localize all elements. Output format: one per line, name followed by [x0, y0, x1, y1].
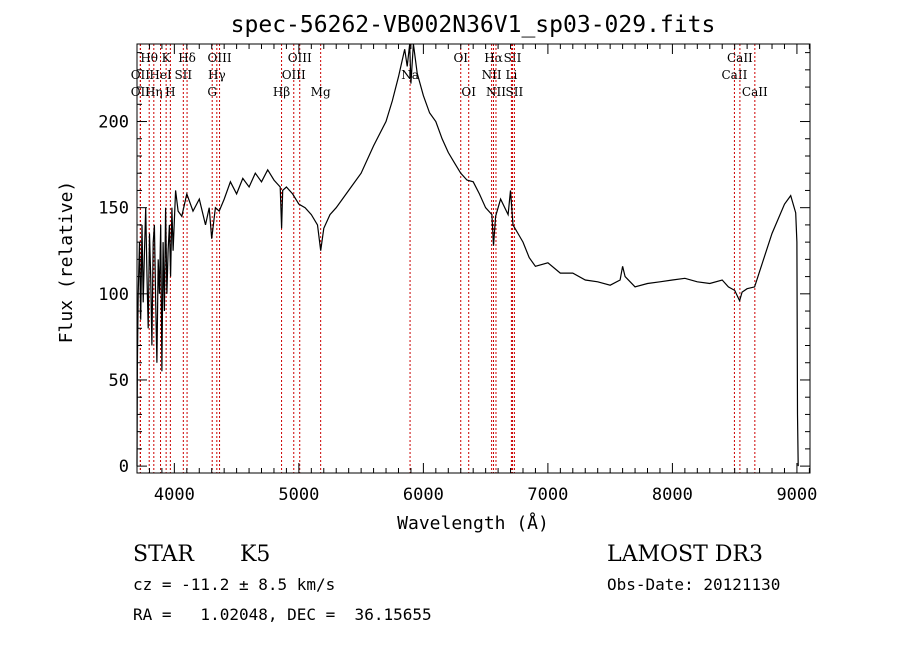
spectral-line-label: OIII [208, 51, 232, 65]
survey-name: LAMOST DR3 [607, 542, 763, 567]
y-tick-label: 100 [98, 285, 129, 305]
x-axis-label: Wavelength (Å) [397, 512, 549, 534]
y-tick-label: 0 [119, 457, 129, 477]
spectral-line-label: Hθ [140, 51, 158, 65]
spectral-line-label: Hδ [178, 51, 196, 65]
chart-title: spec-56262-VB002N36V1_sp03-029.fits [231, 12, 716, 38]
x-tick-label: 4000 [154, 485, 195, 505]
spectral-line-label: OI [461, 85, 476, 99]
x-tick-label: 6000 [403, 485, 444, 505]
spectral-line-label: CaII [722, 68, 748, 82]
spectral-line-label: SII [504, 51, 522, 65]
spectral-line-label: Hβ [273, 85, 290, 99]
redshift-text: cz = -11.2 ± 8.5 km/s [133, 575, 335, 594]
spectral-line-label: OIII [282, 68, 306, 82]
x-tick-label: 5000 [278, 485, 319, 505]
coordinates-text: RA = 1.02048, DEC = 36.15655 [133, 605, 432, 624]
plot-frame [136, 43, 811, 474]
spectral-line-label: Hγ [208, 68, 226, 82]
spectral-line-label: H [165, 85, 175, 99]
spectral-line-label: OII [131, 68, 151, 82]
x-tick-label: 8000 [652, 485, 693, 505]
obs-date-text: Obs-Date: 20121130 [607, 575, 780, 594]
spectral-line-label: Hη [145, 85, 163, 99]
y-tick-label: 150 [98, 199, 129, 219]
spectral-line-label: NII [482, 68, 502, 82]
spectral-line-label: K [162, 51, 172, 65]
spectral-line-label: CaII [742, 85, 768, 99]
object-subclass: K5 [240, 542, 270, 567]
spectral-line-label: HeI [149, 68, 172, 82]
y-tick-label: 200 [98, 113, 129, 133]
y-axis-label: Flux (relative) [56, 181, 77, 344]
spectral-line-label: OI [453, 51, 468, 65]
spectral-lines: OIIOIIHθHηHeIKHSIIHδGHγOIIIHβOIIIOIIIMgN… [131, 44, 768, 473]
y-tick-label: 50 [109, 371, 129, 391]
spectral-line-label: Li [506, 68, 518, 82]
spectral-line-label: Mg [311, 85, 331, 99]
x-tick-label: 7000 [527, 485, 568, 505]
spectral-line-label: G [207, 85, 217, 99]
spectrum-line [136, 43, 799, 467]
spectral-line-label: Hα [484, 51, 503, 65]
spectral-line-label: SII [174, 68, 192, 82]
x-tick-label: 9000 [776, 485, 817, 505]
spectral-line-label: OIII [288, 51, 312, 65]
spectral-line-label: CaII [727, 51, 753, 65]
spectral-line-label: SII [506, 85, 524, 99]
axis-ticks: 4000 5000 6000 7000 8000 9000 0 50 100 150 200 [98, 44, 817, 505]
spectral-line-label: NII [486, 85, 506, 99]
object-class: STAR [133, 542, 195, 567]
